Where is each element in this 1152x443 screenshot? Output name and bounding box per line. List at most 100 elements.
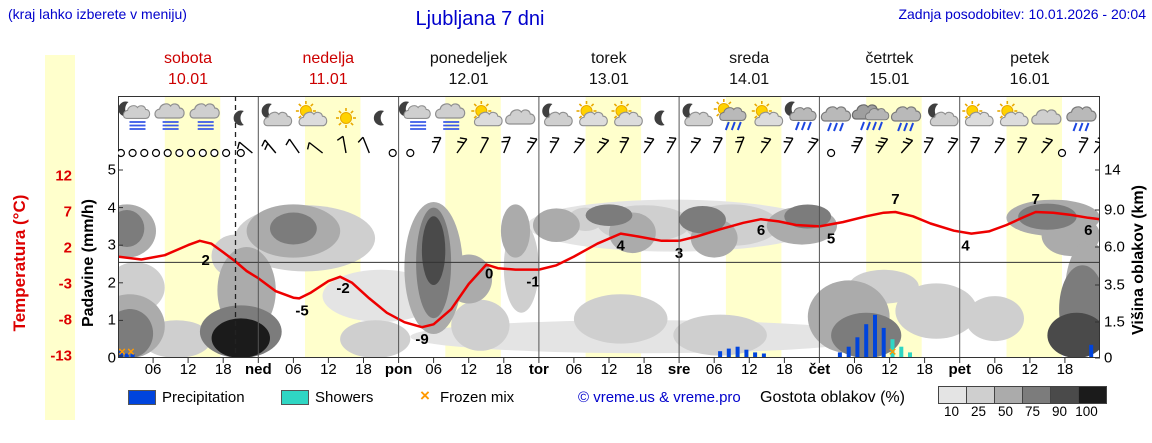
cloud-scale-cell [1023,386,1051,404]
x-tick-time: 06 [565,361,583,378]
temperature-value-label: 7 [1032,191,1040,208]
showers-legend-label: Showers [315,389,374,406]
wind-calm-icon [388,148,397,158]
temperature-axis-label: Temperatura (°C) [10,194,29,332]
weather-icon-sun-cloud [295,101,328,127]
day-date: 15.01 [869,71,910,88]
weather-icon-sun [336,108,356,128]
wind-calm-icon [198,148,207,158]
cloud-blob [585,204,633,226]
wind-barb-icon [526,137,538,154]
wind-barb-icon [666,137,677,154]
wind-barb-icon [549,137,560,154]
weather-icon-sun-cloud [997,101,1029,127]
cloud-blob [895,283,978,339]
cloud-scale-cell [967,386,995,404]
wind-calm-icon [151,148,161,158]
x-tick-time: 12 [1021,361,1039,378]
axis-tick-label: 2 [107,274,116,292]
axis-tick-label: -8 [58,311,72,329]
weather-icon-moon-cloud [928,103,959,127]
x-tick-time: 18 [495,361,513,378]
x-tick-day: ned [244,361,272,378]
day-date: 12.01 [448,71,489,88]
cloud-blob [1018,203,1077,230]
temperature-ticks: 12 7 2 -3 -8 -13 [40,0,72,443]
precipitation-bar [846,346,851,358]
weather-icon-cloud-rain [820,106,852,132]
frozen-mix-icon: × [420,386,430,405]
wind-barb-icon [690,137,702,154]
copyright-link[interactable]: © vreme.us & vreme.pro [578,389,741,406]
day-header: sobota 10.01 [118,48,258,90]
x-axis-labels: 06 12 18 ned 06 12 18 pon 06 12 18 tor 06 12 18 sre 06 12… [118,361,1100,381]
x-tick-day: sre [667,361,691,378]
axis-tick-label: 6.0 [1104,238,1125,256]
weather-icon-moon-cloud [261,103,293,127]
x-tick-day: čet [808,361,831,378]
temperature-axis-band [45,55,75,420]
wind-calm-icon [406,148,415,158]
frozen-mix-mark: × [127,344,135,359]
wind-calm-icon [826,148,836,158]
wind-barb-icon [900,137,914,154]
wind-calm-icon [116,148,126,158]
axis-tick-label: 1.5 [1104,313,1125,331]
weather-icon-sun-cloud [576,101,608,127]
day-header: nedelja 11.01 [258,48,398,90]
day-name: ponedeljek [429,50,508,67]
day-name: petek [1010,50,1050,67]
wind-calm-icon [1057,148,1067,158]
showers-bar [890,339,895,358]
wind-calm-icon [163,148,172,158]
wind-barb-icon [236,141,253,154]
cloud-scale-cell [995,386,1023,404]
day-header: torek 13.01 [539,48,679,90]
wind-barb-icon [970,136,981,154]
wind-barb-icon [1017,137,1028,154]
wind-calm-icon [236,148,245,158]
wind-barb-icon [735,136,745,154]
wind-barb-icon [875,137,889,154]
page-title: Ljubljana 7 dni [415,8,545,30]
day-headers: sobota 10.01 nedelja 11.01 ponedeljek 12.01 to… [0,48,1152,94]
day-header: sreda 14.01 [679,48,819,90]
weather-icon-moon-cloud-snow [398,101,431,130]
cloud-blob [445,254,493,304]
axis-tick-label: 1 [107,311,116,329]
wind-calm-icon [186,148,196,158]
day-name: torek [591,50,627,67]
precipitation-bar [855,337,860,358]
wind-barb-icon [357,136,370,154]
temperature-value-label: -2 [336,280,349,297]
x-tick-time: 18 [214,361,232,378]
cloud-blob [118,309,154,358]
temperature-line [118,210,1100,329]
day-header: ponedeljek 12.01 [399,48,539,90]
x-tick-time: 06 [846,361,863,378]
cloud-height-ticks: 14 9.0 6.0 3.5 1.5 0 [1104,0,1140,443]
showers-bar [899,346,904,358]
wind-barb-icon [431,136,442,154]
wind-barb-icon [501,136,511,154]
wind-barb-icon [713,136,723,154]
weather-icon-moon-cloud-rain [784,101,817,131]
x-tick-time: 18 [1056,361,1074,378]
wind-barb-icon [456,137,468,154]
wind-barb-icon [760,137,772,154]
wind-calm-icon [175,148,184,158]
temperature-value-label: 4 [617,238,626,255]
day-name: četrtek [865,50,914,67]
weather-icon-cloud-snow [189,103,220,130]
day-date: 10.01 [167,71,209,88]
cloud-blob [270,212,317,245]
weather-icon-moon-cloud [682,103,714,127]
x-tick-time: 12 [600,361,618,378]
weather-icon-cloud [1031,109,1062,125]
cloud-scale-cell [938,386,967,404]
wind-calm-icon [210,148,219,158]
axis-tick-label: 0 [1104,349,1113,367]
temperature-value-label: 2 [202,252,210,269]
weather-icon-moon [654,110,665,126]
